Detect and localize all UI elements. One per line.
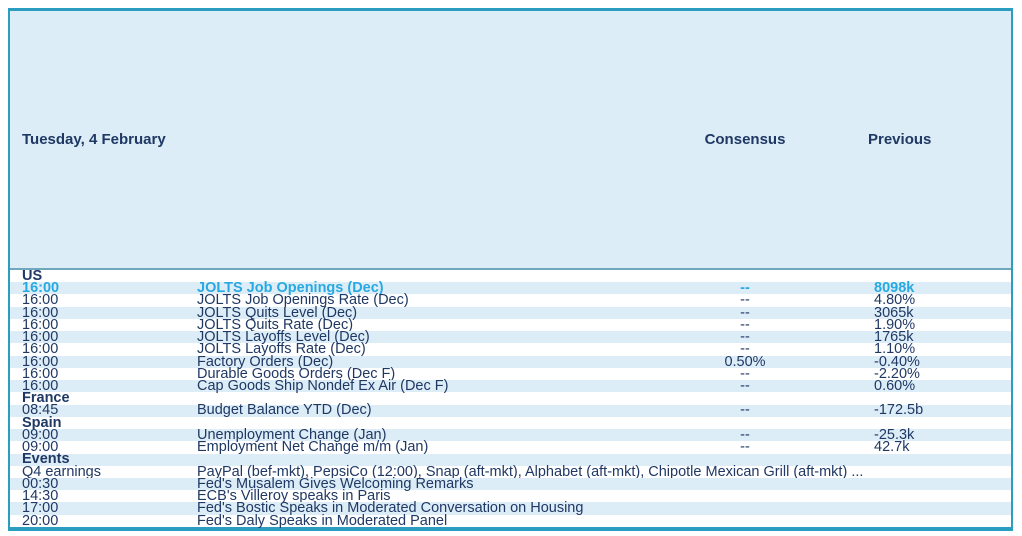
event-time: 16:00 [22,329,59,346]
event-previous: 0.60% [874,377,916,394]
event-row: 20:00 Fed's Daly Speaks in Moderated Pane… [10,512,1011,529]
table-body: US 16:00 JOLTS Job Openings (Dec) -- 8098k 16… [10,267,1011,529]
section-row-spain: Spain [10,414,1011,431]
event-time: 16:00 [22,377,59,394]
event-consensus: -- [740,426,750,443]
event-consensus: -- [740,316,750,333]
event-name: ECB's Villeroy speaks in Paris [197,488,391,505]
event-time: 16:00 [22,316,59,333]
event-time: 16:00 [22,304,59,321]
event-time: 14:30 [22,488,59,505]
event-time: 08:45 [22,402,59,419]
event-name: JOLTS Layoffs Level (Dec) [197,329,370,346]
event-row: 16:00 JOLTS Layoffs Rate (Dec) -- 1.10% [10,341,1011,358]
event-name: JOLTS Quits Level (Dec) [197,304,358,321]
column-header-consensus: Consensus [704,131,786,148]
event-row: Q4 earnings PayPal (bef-mkt), PepsiCo (12… [10,463,1011,480]
event-row: 16:00 JOLTS Layoffs Level (Dec) -- 1765k [10,329,1011,346]
event-time: Q4 earnings [22,463,101,480]
event-previous: 42.7k [874,439,910,456]
event-time: 16:00 [22,341,59,358]
event-name: JOLTS Layoffs Rate (Dec) [197,341,366,358]
event-previous: 1.10% [874,341,916,358]
event-time: 09:00 [22,426,59,443]
event-previous: -0.40% [874,353,920,370]
event-row: 16:00 JOLTS Quits Level (Dec) -- 3065k [10,304,1011,321]
event-row: 16:00 Factory Orders (Dec) 0.50% -0.40% [10,353,1011,370]
event-time: 20:00 [22,512,59,529]
event-previous: -2.20% [874,365,920,382]
event-consensus: -- [740,402,750,419]
section-label: Spain [22,414,62,431]
event-row: 14:30 ECB's Villeroy speaks in Paris [10,488,1011,505]
event-row: 08:45 Budget Balance YTD (Dec) -- -172.5b [10,402,1011,419]
event-time: 16:00 [22,292,59,309]
event-name: Durable Goods Orders (Dec F) [197,365,396,382]
event-previous: 1765k [874,329,914,346]
event-row: 09:00 Employment Net Change m/m (Jan) -- 42… [10,439,1011,456]
event-name: Employment Net Change m/m (Jan) [197,439,429,456]
event-name: JOLTS Job Openings Rate (Dec) [197,292,409,309]
event-consensus: -- [740,304,750,321]
event-row: 16:00 Cap Goods Ship Nondef Ex Air (Dec F… [10,377,1011,394]
event-row: 16:00 JOLTS Job Openings (Dec) -- 8098k [10,280,1011,297]
event-name: Cap Goods Ship Nondef Ex Air (Dec F) [197,377,449,394]
section-label: France [22,390,70,407]
event-name: Fed's Bostic Speaks in Moderated Convers… [197,500,584,517]
event-consensus: -- [740,439,750,456]
event-row: 16:00 JOLTS Quits Rate (Dec) -- 1.90% [10,316,1011,333]
event-consensus: 0.50% [724,353,766,370]
event-name: Fed's Musalem Gives Welcoming Remarks [197,475,474,492]
section-label: Events [22,451,70,468]
event-name: PayPal (bef-mkt), PepsiCo (12:00), Snap … [197,463,864,480]
event-consensus: -- [740,365,750,382]
event-consensus: -- [740,341,750,358]
section-row-events: Events [10,451,1011,468]
event-row: 00:30 Fed's Musalem Gives Welcoming Remar… [10,475,1011,492]
event-row: 16:00 Durable Goods Orders (Dec F) -- -2.20… [10,365,1011,382]
event-previous: -172.5b [874,402,924,419]
event-consensus: -- [740,329,750,346]
event-time: 00:30 [22,475,59,492]
section-label: US [22,267,43,284]
event-time: 16:00 [22,280,60,297]
event-name: JOLTS Quits Rate (Dec) [197,316,354,333]
event-previous: 1.90% [874,316,916,333]
event-time: 09:00 [22,439,59,456]
event-previous: -25.3k [874,426,915,443]
event-name: Fed's Daly Speaks in Moderated Panel [197,512,448,529]
event-name: Unemployment Change (Jan) [197,426,387,443]
event-time: 16:00 [22,365,59,382]
event-name: JOLTS Job Openings (Dec) [197,280,384,297]
event-time: 16:00 [22,353,59,370]
table-header-row: Tuesday, 4 February Consensus Previous [10,11,1011,270]
section-row-france: France [10,390,1011,407]
event-time: 17:00 [22,500,59,517]
event-name: Budget Balance YTD (Dec) [197,402,372,419]
date-title: Tuesday, 4 February [22,131,166,148]
event-previous: 8098k [874,280,915,297]
event-previous: 3065k [874,304,914,321]
event-row: 16:00 JOLTS Job Openings Rate (Dec) -- 4.80… [10,292,1011,309]
column-header-previous: Previous [868,131,932,148]
event-row: 09:00 Unemployment Change (Jan) -- -25.3k [10,426,1011,443]
section-row-us: US [10,267,1011,284]
event-consensus: -- [740,280,750,297]
event-consensus: -- [740,377,750,394]
economic-calendar-table: Tuesday, 4 February Consensus Previous U… [8,8,1013,531]
event-name: Factory Orders (Dec) [197,353,334,370]
event-previous: 4.80% [874,292,916,309]
event-consensus: -- [740,292,750,309]
event-row: 17:00 Fed's Bostic Speaks in Moderated Co… [10,500,1011,517]
